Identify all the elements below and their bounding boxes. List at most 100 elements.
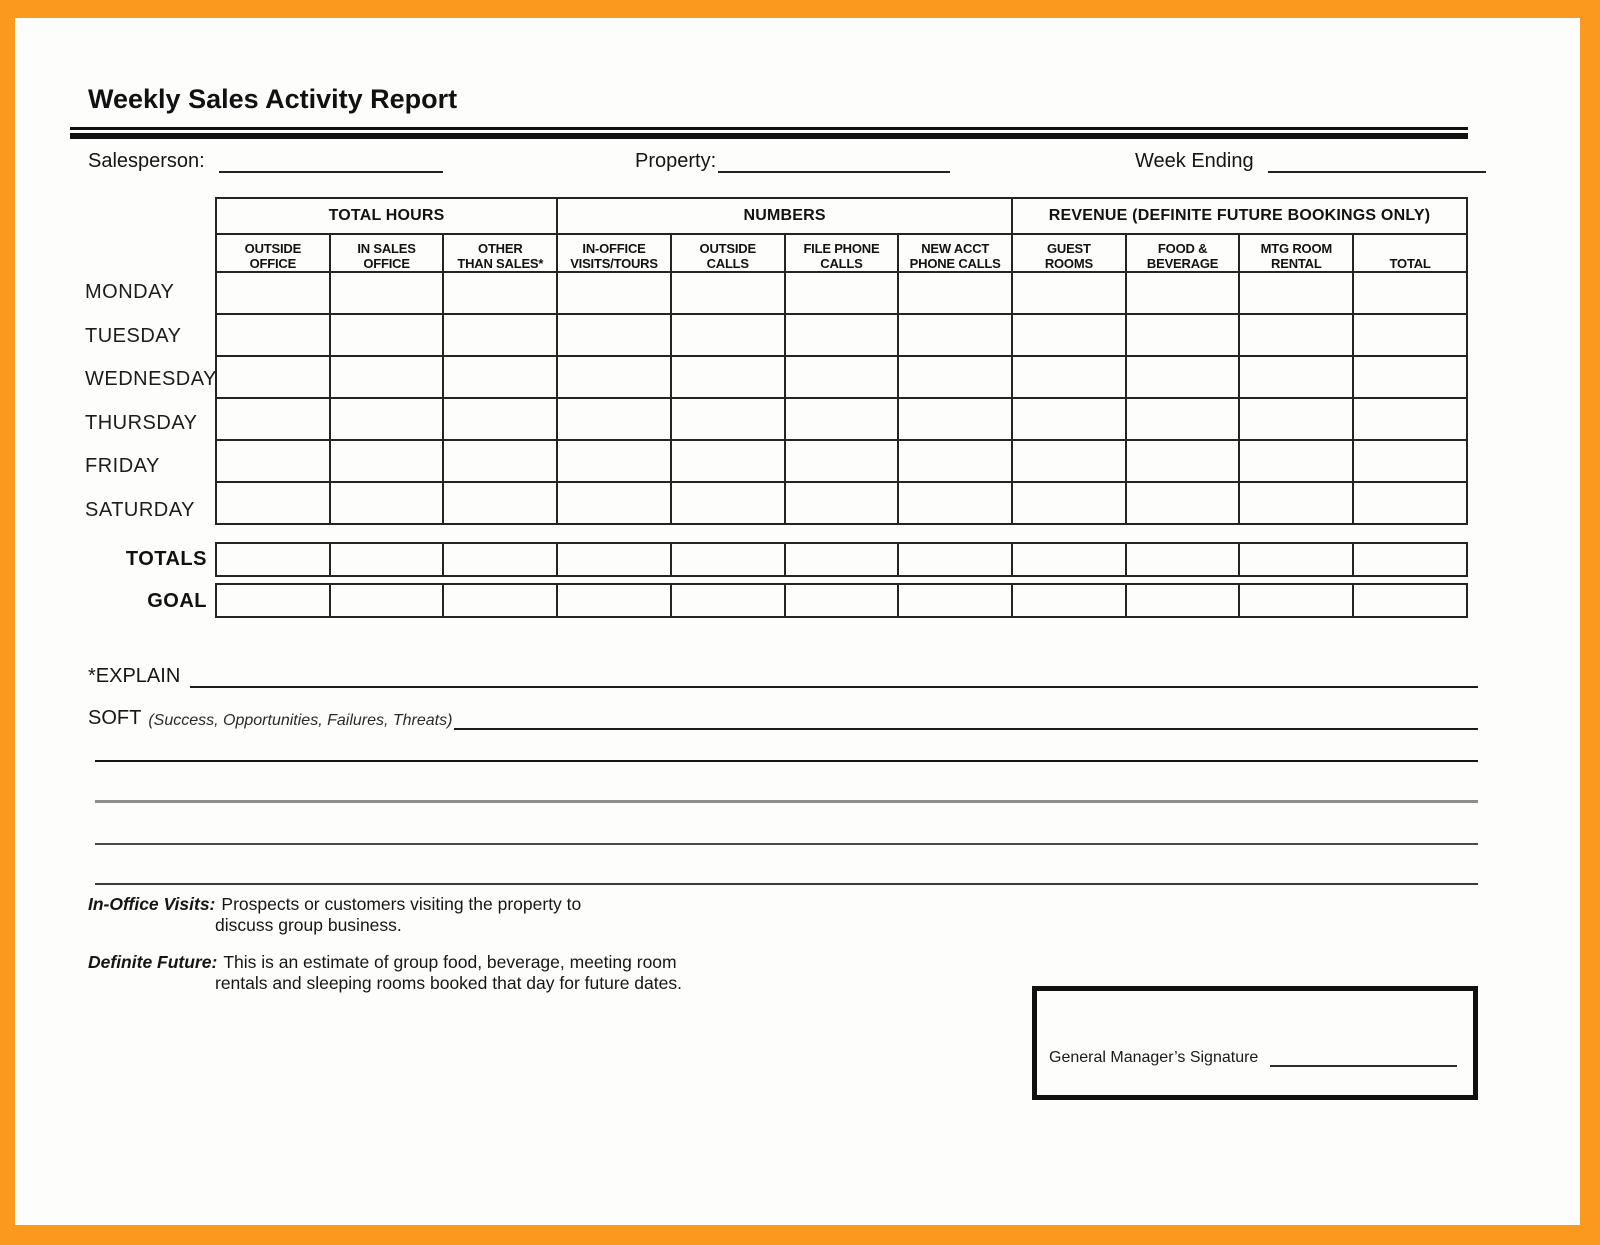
table-cell-empty: [1124, 355, 1241, 399]
col-header-line: GUEST: [1046, 241, 1091, 256]
note-definite-future-term: Definite Future:: [88, 952, 218, 972]
table-cell-empty: [1011, 397, 1127, 441]
salesperson-field: Salesperson:: [88, 150, 443, 173]
soft-label: SOFT: [88, 707, 142, 729]
table-cell-empty: [669, 439, 786, 483]
note-in-office-visits: In-Office Visits: Prospects or customers …: [88, 894, 581, 915]
goal-row-body: [215, 583, 1468, 618]
table-row-goal: [215, 583, 1468, 618]
row-label-friday: FRIDAY: [85, 455, 160, 477]
table-cell-empty: [1011, 481, 1127, 525]
table-cell-empty: [442, 481, 559, 525]
table-cell-empty: [215, 355, 331, 399]
day-labels: MONDAY TUESDAY WEDNESDAY THURSDAY FRIDAY SATU…: [85, 277, 217, 538]
table-cell-empty: [669, 271, 786, 315]
table-cell-empty: [442, 439, 559, 483]
table-cell-empty: [783, 355, 900, 399]
col-header-line: MTG ROOM: [1260, 241, 1333, 256]
table-cell-empty: [556, 439, 672, 483]
table-cell-empty: [1238, 271, 1355, 315]
signature-row: General Manager’s Signature: [1049, 1049, 1457, 1067]
note-definite-future-text: This is an estimate of group food, bever…: [223, 952, 677, 972]
table-cell-empty: [442, 542, 559, 577]
table-cell-empty: [783, 397, 900, 441]
table-cell-empty: [1011, 271, 1127, 315]
table-cell-empty: [328, 397, 445, 441]
ruled-line-4: [95, 883, 1478, 885]
table-cell-empty: [1238, 313, 1355, 357]
table-cell-empty: [669, 583, 786, 618]
table-cell-empty: [1238, 439, 1355, 483]
table-cell-empty: [1124, 542, 1241, 577]
col-header-other-than-sales: OTHER THAN SALES*: [442, 233, 559, 273]
table-cell-empty: [897, 397, 1014, 441]
row-label-goal: GOAL: [147, 590, 207, 612]
totals-row-table: [215, 542, 1468, 577]
row-label-wednesday: WEDNESDAY: [85, 368, 217, 390]
totals-row-body: [215, 542, 1468, 577]
table-cell-empty: [669, 313, 786, 357]
table-cell-empty: [215, 271, 331, 315]
col-header-line: NEW ACCT: [921, 241, 990, 256]
col-header-line: THAN SALES*: [457, 256, 544, 271]
table-cell-empty: [669, 355, 786, 399]
table-cell-empty: [1124, 397, 1241, 441]
signature-blank-line: [1270, 1063, 1457, 1067]
title-rule-thin: [70, 127, 1468, 130]
col-header-line: OFFICE: [249, 256, 297, 271]
signature-label: General Manager’s Signature: [1049, 1049, 1259, 1066]
col-header-mtg-room-rental: MTG ROOM RENTAL: [1238, 233, 1355, 273]
explain-label: *EXPLAIN: [88, 665, 181, 687]
table-cell-empty: [669, 481, 786, 525]
activity-table: TOTAL HOURS NUMBERS REVENUE (DEFINITE FU…: [214, 197, 1468, 525]
note-definite-future-text-line2: rentals and sleeping rooms booked that d…: [215, 973, 682, 993]
col-header-line: TOTAL: [1389, 256, 1431, 271]
table-cell-empty: [1011, 313, 1127, 357]
col-header-food-beverage: FOOD & BEVERAGE: [1124, 233, 1241, 273]
property-blank-line: [718, 151, 951, 173]
table-cell-empty: [1352, 583, 1468, 618]
table-cell-empty: [1352, 271, 1468, 315]
table-cell-empty: [1124, 583, 1241, 618]
property-field: Property:: [635, 150, 951, 173]
table-cell-empty: [1124, 481, 1241, 525]
col-header-line: FOOD &: [1157, 241, 1208, 256]
col-header-line: IN-OFFICE: [582, 241, 646, 256]
salesperson-blank-line: [218, 151, 443, 173]
table-cell-empty: [442, 313, 559, 357]
col-header-line: IN SALES: [357, 241, 416, 256]
table-cell-empty: [556, 542, 672, 577]
table-cell-empty: [1352, 397, 1468, 441]
ruled-line-3: [95, 843, 1478, 845]
table-cell-empty: [1124, 313, 1241, 357]
table-cell-empty: [328, 481, 445, 525]
ruled-line-2: [95, 800, 1478, 803]
table-cell-empty: [783, 542, 900, 577]
col-header-in-sales-office: IN SALES OFFICE: [328, 233, 445, 273]
table-cell-empty: [556, 481, 672, 525]
col-header-outside-calls: OUTSIDE CALLS: [669, 233, 786, 273]
col-header-total: TOTAL: [1352, 233, 1468, 273]
row-label-tuesday: TUESDAY: [85, 324, 182, 347]
table-cell-empty: [442, 397, 559, 441]
col-header-guest-rooms: GUEST ROOMS: [1011, 233, 1127, 273]
table-cell-empty: [897, 542, 1014, 577]
table-cell-empty: [556, 583, 672, 618]
table-cell-empty: [1011, 439, 1127, 483]
note-definite-future: Definite Future: This is an estimate of g…: [88, 952, 677, 973]
soft-line: SOFT (Success, Opportunities, Failures, …: [88, 704, 1478, 730]
row-label-thursday: THURSDAY: [85, 411, 198, 434]
property-label: Property:: [635, 150, 717, 172]
table-cell-empty: [1352, 439, 1468, 483]
col-header-file-phone-calls: FILE PHONE CALLS: [783, 233, 900, 273]
table-cell-empty: [1352, 481, 1468, 525]
explain-line: *EXPLAIN: [88, 662, 1478, 688]
table-cell-empty: [556, 355, 672, 399]
table-cell-empty: [328, 313, 445, 357]
group-header-revenue: REVENUE (DEFINITE FUTURE BOOKINGS ONLY): [1011, 197, 1468, 235]
week-ending-field: Week Ending: [1135, 150, 1486, 173]
day-rows-body: [215, 271, 1468, 525]
table-row-thursday: [215, 397, 1468, 441]
table-cell-empty: [442, 355, 559, 399]
table-cell-empty: [215, 439, 331, 483]
